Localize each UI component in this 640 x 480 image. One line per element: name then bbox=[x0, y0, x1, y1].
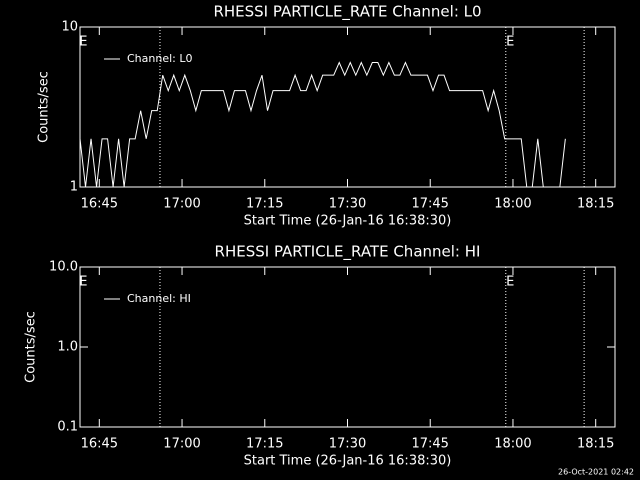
annotation: E bbox=[506, 35, 514, 50]
data-line bbox=[79, 61, 566, 188]
annotation: E bbox=[506, 275, 514, 290]
x-axis-label: Start Time (26-Jan-16 16:38:30) bbox=[244, 454, 452, 469]
x-tick-label: 16:45 bbox=[81, 437, 118, 452]
x-tick-label: 18:15 bbox=[577, 437, 614, 452]
y-tick-label: 1 bbox=[70, 180, 78, 195]
y-axis-label: Counts/sec bbox=[37, 71, 52, 143]
annotation: E bbox=[79, 275, 87, 290]
y-tick-label: 1.0 bbox=[57, 340, 78, 355]
annotation: E bbox=[79, 35, 87, 50]
y-tick-label: 10 bbox=[61, 20, 78, 35]
x-tick-label: 16:45 bbox=[81, 197, 118, 212]
x-tick-label: 17:30 bbox=[329, 437, 366, 452]
x-tick-label: 17:45 bbox=[411, 197, 448, 212]
x-tick-label: 17:00 bbox=[163, 437, 200, 452]
x-tick-label: 17:15 bbox=[246, 197, 283, 212]
x-tick-label: 17:45 bbox=[411, 437, 448, 452]
y-tick-label: 0.1 bbox=[57, 420, 78, 435]
y-axis-label: Counts/sec bbox=[24, 311, 39, 383]
chart-title: RHESSI PARTICLE_RATE Channel: L0 bbox=[213, 3, 481, 22]
x-tick-label: 18:00 bbox=[494, 437, 531, 452]
chart-title: RHESSI PARTICLE_RATE Channel: HI bbox=[215, 243, 481, 262]
legend-label: Channel: HI bbox=[127, 292, 191, 305]
x-tick-label: 17:30 bbox=[329, 197, 366, 212]
x-axis-label: Start Time (26-Jan-16 16:38:30) bbox=[244, 214, 452, 229]
x-tick-label: 18:00 bbox=[494, 197, 531, 212]
x-tick-label: 18:15 bbox=[577, 197, 614, 212]
x-tick-label: 17:15 bbox=[246, 437, 283, 452]
x-tick-label: 17:00 bbox=[163, 197, 200, 212]
legend-label: Channel: L0 bbox=[127, 52, 193, 65]
y-tick-label: 10.0 bbox=[49, 260, 78, 275]
footer: 26-Oct-2021 02:42 bbox=[558, 468, 634, 477]
